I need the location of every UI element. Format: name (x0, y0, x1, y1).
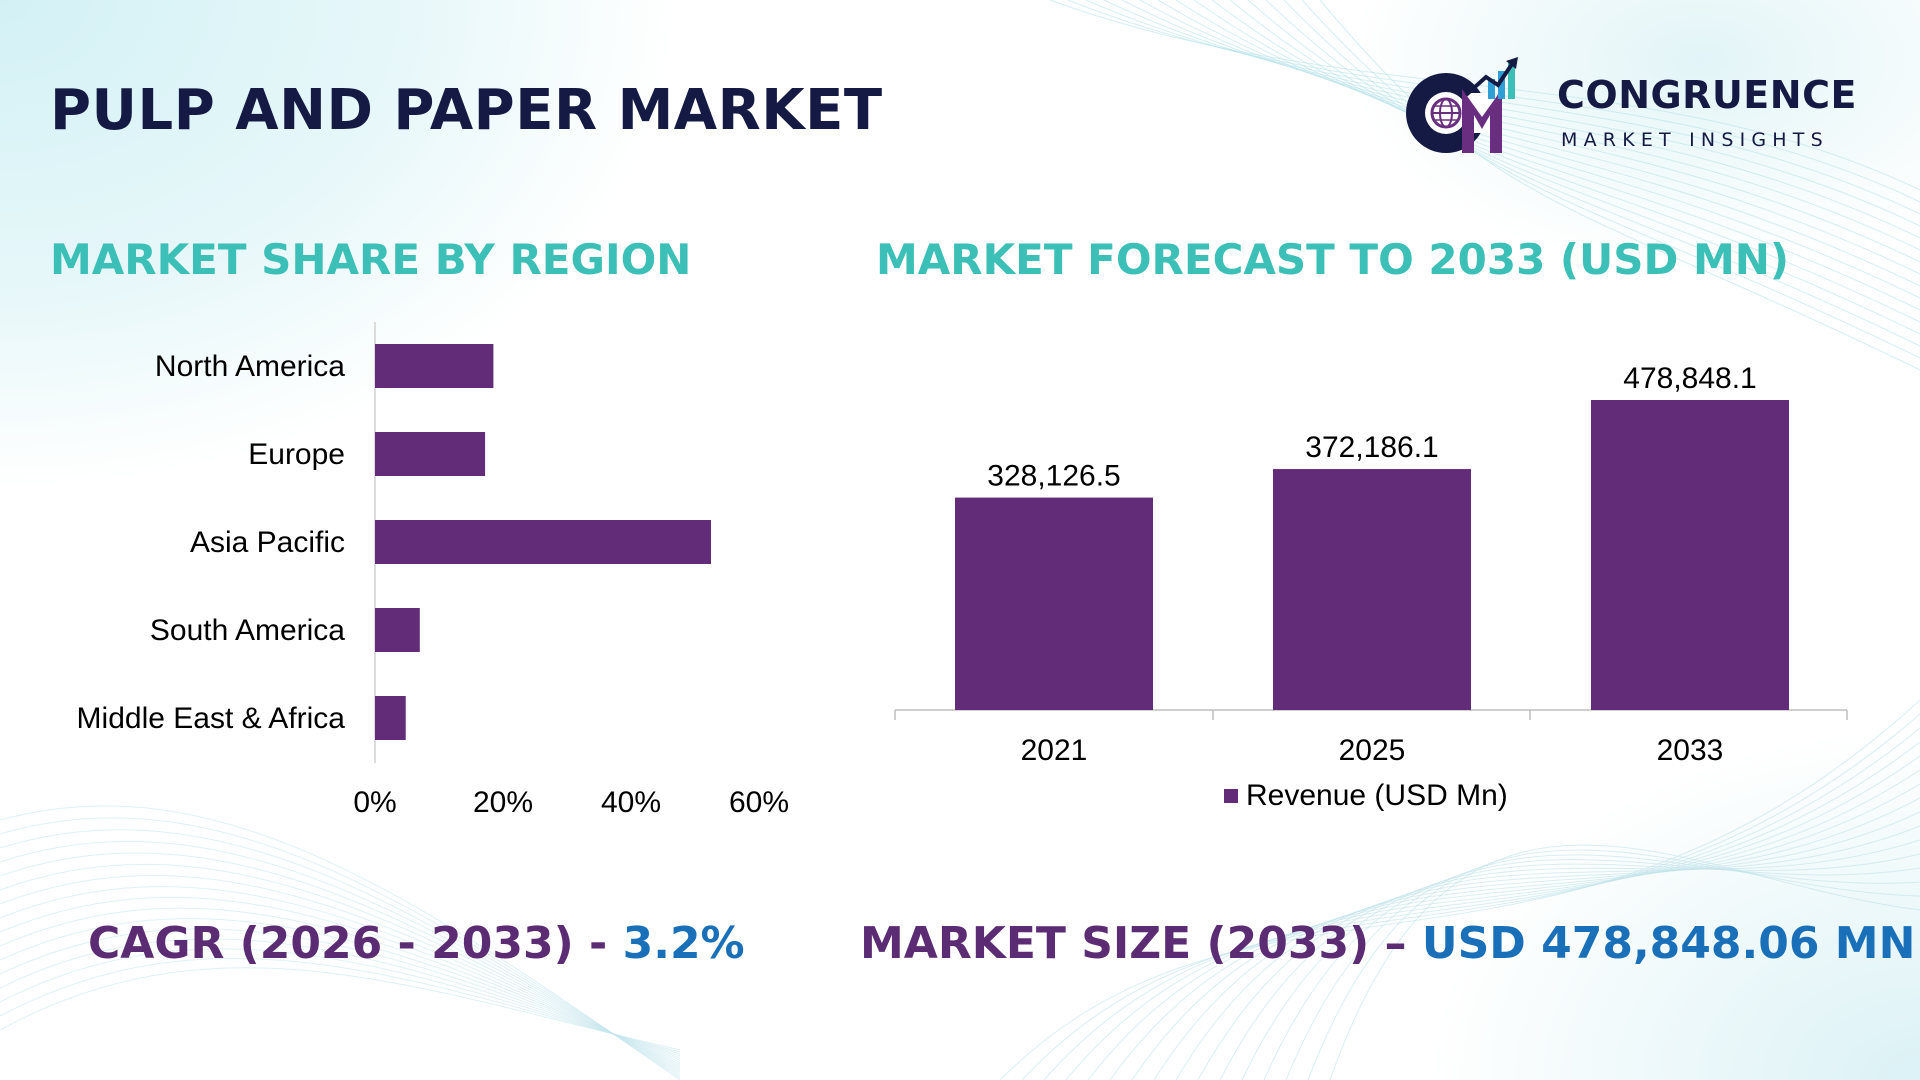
market-forecast-title: MARKET FORECAST TO 2033 (USD MN) (876, 235, 1790, 284)
cagr-stat: CAGR (2026 - 2033) - 3.2% (88, 918, 745, 969)
x-tick-label: 40% (601, 786, 661, 819)
bar (1591, 400, 1789, 710)
data-label: 328,126.5 (987, 460, 1120, 493)
category-label: Asia Pacific (190, 526, 345, 559)
logo-name: CONGRUENCE (1557, 73, 1857, 117)
category-label: North America (155, 350, 345, 383)
cm-logo-icon (1406, 57, 1518, 153)
category-label: South America (150, 614, 345, 647)
bar (375, 520, 711, 564)
data-label: 372,186.1 (1305, 431, 1438, 464)
market-size-stat: MARKET SIZE (2033) – USD 478,848.06 MN (860, 918, 1915, 969)
bar (1273, 469, 1471, 710)
bar (375, 608, 420, 652)
x-tick-label: 20% (473, 786, 533, 819)
bar (955, 497, 1153, 710)
legend-swatch (1224, 789, 1238, 803)
category-label: 2021 (1021, 734, 1088, 767)
market-share-title: MARKET SHARE BY REGION (50, 235, 692, 284)
cagr-value: 3.2% (622, 918, 745, 969)
market-forecast-chart: 328,126.5 2021 372,186.1 2025 478,848.1 2033 (894, 362, 1848, 767)
legend-label: Revenue (USD Mn) (1246, 779, 1508, 812)
bar (375, 696, 406, 740)
category-label: Europe (248, 438, 345, 471)
market-size-label: MARKET SIZE (2033) – (860, 918, 1422, 969)
page-title: PULP AND PAPER MARKET (50, 78, 883, 143)
brand-logo: CONGRUENCE MARKET INSIGHTS (1400, 55, 1870, 160)
bar (375, 344, 494, 388)
category-label: Middle East & Africa (77, 702, 346, 735)
x-tick-label: 0% (353, 786, 396, 819)
data-label: 478,848.1 (1623, 362, 1756, 395)
cagr-label: CAGR (2026 - 2033) - (88, 918, 623, 969)
category-label: 2033 (1657, 734, 1724, 767)
logo-tagline: MARKET INSIGHTS (1561, 129, 1829, 151)
chart-legend: Revenue (USD Mn) (1224, 779, 1508, 813)
market-size-value: USD 478,848.06 MN (1421, 918, 1916, 969)
bar (375, 432, 486, 476)
x-tick-label: 60% (729, 786, 789, 819)
market-share-chart: North America Europe Asia Pacific South Ame… (77, 322, 789, 819)
category-label: 2025 (1339, 734, 1406, 767)
